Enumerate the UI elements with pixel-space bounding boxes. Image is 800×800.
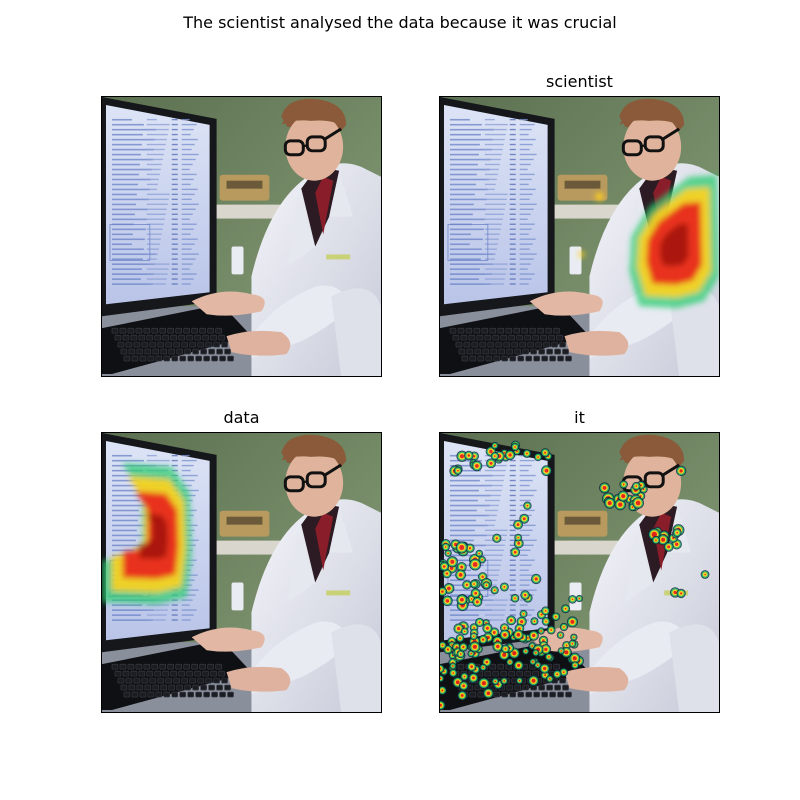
data-photo-with-heatmap bbox=[102, 433, 381, 712]
scientist-photo bbox=[102, 97, 381, 376]
scientist-photo-with-heatmap bbox=[440, 97, 719, 376]
image-panel-original bbox=[101, 96, 382, 377]
panel-title-scientist: scientist bbox=[546, 72, 613, 91]
figure-title: The scientist analysed the data because … bbox=[183, 13, 617, 32]
image-panel-it bbox=[439, 432, 720, 713]
image-panel-data bbox=[101, 432, 382, 713]
it-photo-with-heatmap bbox=[440, 433, 719, 712]
panel-title-data: data bbox=[223, 408, 260, 427]
panel-title-it: it bbox=[574, 408, 585, 427]
image-panel-scientist bbox=[439, 96, 720, 377]
